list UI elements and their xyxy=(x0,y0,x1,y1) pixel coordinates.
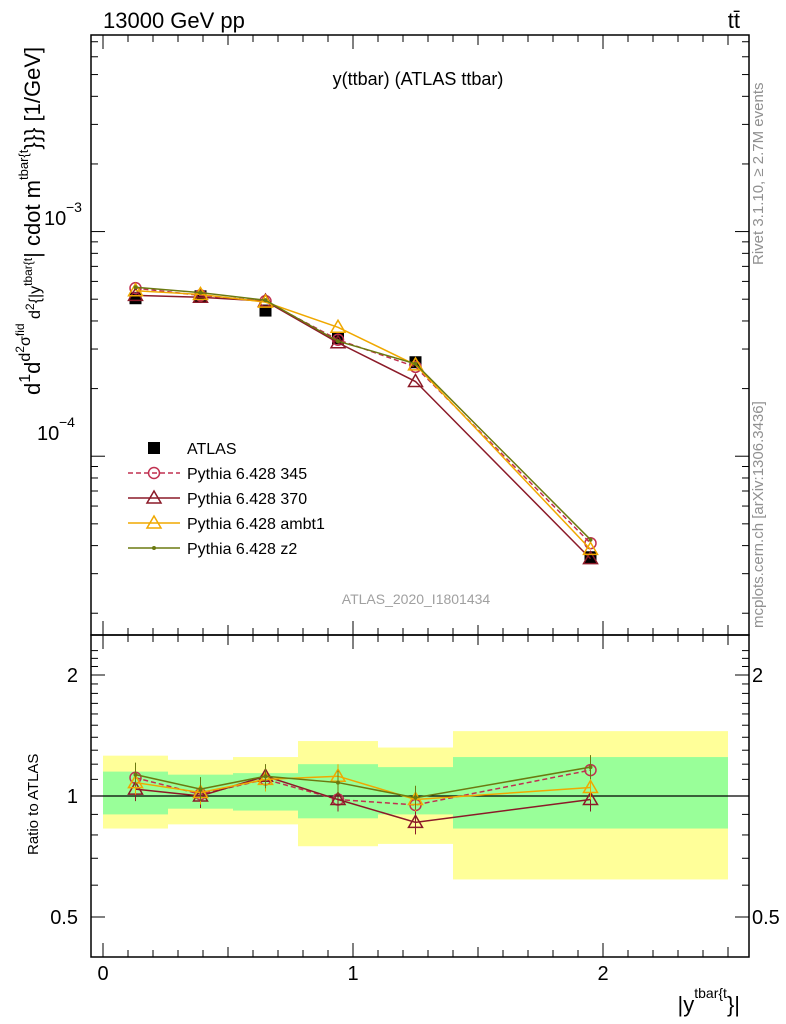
main-ylabel: d1dd2σfid d2{|ytbar{t| cdot mtbar{t}}} [… xyxy=(13,47,45,395)
ytick-label-lower-exp: −4 xyxy=(59,414,75,430)
ratio-line-1 xyxy=(135,769,591,806)
ratio-tick-label-2: 2 xyxy=(67,665,78,687)
legend-label-0: ATLAS xyxy=(187,441,237,458)
ratio-tick-label-05-right: 0.5 xyxy=(752,907,780,929)
plot-title: y(ttbar) (ATLAS ttbar) xyxy=(333,69,504,89)
ratio-tick-label-05: 0.5 xyxy=(50,907,78,929)
xtick-label-1: 1 xyxy=(347,963,358,985)
xtick-label-0: 0 xyxy=(97,963,108,985)
ratio-tick-label-2-right: 2 xyxy=(752,665,763,687)
legend-marker-1 xyxy=(147,466,161,480)
data-point-3-3 xyxy=(329,318,347,334)
ratio-point-3-0 xyxy=(127,774,144,789)
ratio-point-4-1 xyxy=(198,787,203,792)
data-point-2-1 xyxy=(192,288,209,304)
data-point-4-1 xyxy=(198,290,203,295)
legend-marker-2 xyxy=(145,489,163,504)
legend-label-3: Pythia 6.428 ambt1 xyxy=(187,516,325,533)
data-point-3-2 xyxy=(257,293,274,308)
ratio-point-2-3 xyxy=(329,791,347,806)
data-point-3-5 xyxy=(582,540,599,556)
data-point-2-5 xyxy=(582,550,599,565)
svg-text:d1dd2σfid d2{|ytbar{t| cdot mt: d1dd2σfid d2{|ytbar{t| cdot mtbar{t}}} [… xyxy=(13,47,45,395)
ratio-point-2-4 xyxy=(407,813,424,829)
legend-marker-0 xyxy=(148,442,160,454)
legend-label-4: Pythia 6.428 z2 xyxy=(187,541,297,558)
series-line-2 xyxy=(135,294,592,560)
x-axis-ticks xyxy=(102,35,729,957)
ratio-point-4-3 xyxy=(336,780,340,785)
analysis-watermark: ATLAS_2020_I1801434 xyxy=(342,591,491,607)
main-series-group xyxy=(127,281,599,565)
data-point-4-2 xyxy=(263,298,268,303)
ratio-axis-ticks xyxy=(91,650,749,918)
ratio-point-4-4 xyxy=(413,795,418,800)
ratio-series-group xyxy=(127,755,599,835)
data-point-2-0 xyxy=(127,286,144,302)
legend: ATLAS Pythia 6.428 345 Pythia 6.428 370 Pyt… xyxy=(128,441,325,558)
ratio-line-2 xyxy=(135,775,591,824)
ratio-point-4-0 xyxy=(133,772,138,777)
data-point-3-4 xyxy=(407,356,424,371)
energy-label: 13000 GeV pp xyxy=(103,8,245,33)
series-line-4 xyxy=(135,286,592,541)
ratio-ylabel: Ratio to ATLAS xyxy=(25,754,42,855)
mcplots-label: mcplots.cern.ch [arXiv:1306.3436] xyxy=(750,401,767,628)
ratio-point-4-2 xyxy=(263,774,268,779)
ytick-label-upper: 10 xyxy=(44,208,66,230)
ratio-bands xyxy=(91,731,749,880)
ratio-point-2-5 xyxy=(582,791,599,806)
data-point-4-0 xyxy=(133,285,138,290)
rivet-label: Rivet 3.1.10, ≥ 2.7M events xyxy=(750,83,767,266)
ratio-point-4-5 xyxy=(588,765,593,770)
main-axis-ticks xyxy=(91,41,749,614)
legend-label-1: Pythia 6.428 345 xyxy=(187,466,307,483)
xaxis-label: |ytbar{t}| xyxy=(678,985,740,1017)
data-point-4-3 xyxy=(336,339,340,344)
legend-label-2: Pythia 6.428 370 xyxy=(187,491,307,508)
ytick-label-lower: 10 xyxy=(37,423,59,445)
data-point-4-4 xyxy=(413,361,418,366)
series-line-3 xyxy=(135,290,592,550)
ratio-line-4 xyxy=(135,766,591,799)
legend-marker-3 xyxy=(145,514,163,529)
ytick-label-upper-exp: −3 xyxy=(66,199,82,215)
xtick-label-2: 2 xyxy=(597,963,608,985)
ratio-point-3-5 xyxy=(582,778,599,794)
ratio-tick-label-1: 1 xyxy=(67,786,78,808)
data-point-3-0 xyxy=(127,282,144,297)
data-point-2-4 xyxy=(407,373,424,388)
legend-marker-4 xyxy=(152,546,156,550)
data-point-4-5 xyxy=(588,537,593,542)
process-label: tt̄ xyxy=(728,8,740,33)
ratio-line-3 xyxy=(135,775,591,801)
